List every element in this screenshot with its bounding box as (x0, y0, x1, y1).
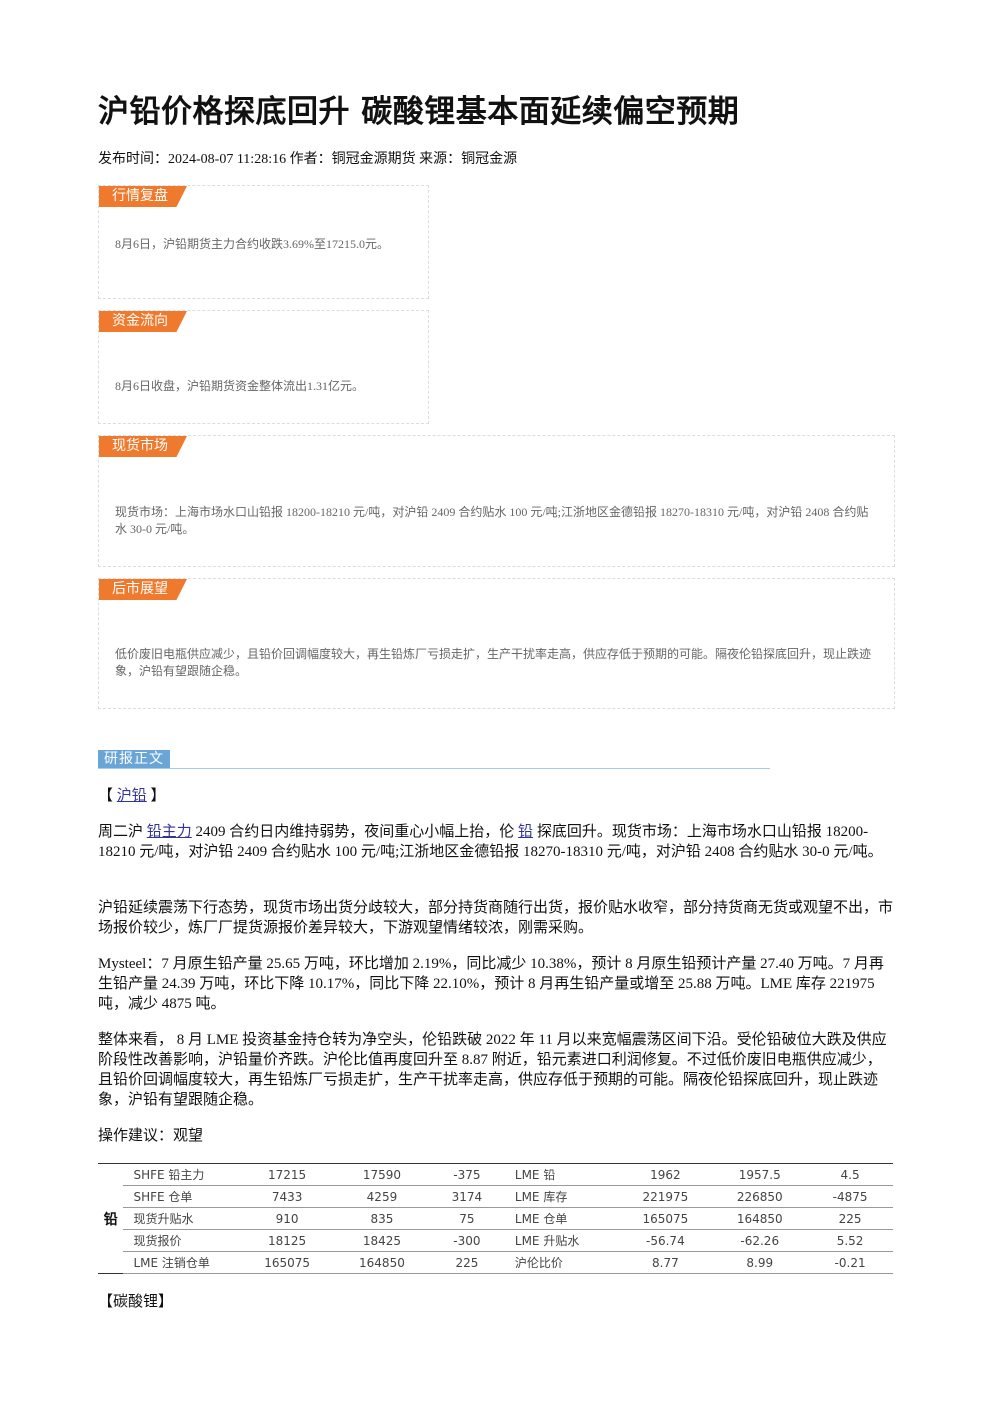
table-cell: 221975 (618, 1185, 713, 1208)
table-cell: 165075 (239, 1251, 335, 1274)
table-cell: 910 (239, 1207, 335, 1230)
table-cell: 3174 (428, 1185, 505, 1208)
table-cell: 8.99 (712, 1251, 808, 1274)
table-cell: 4259 (335, 1185, 429, 1208)
tag-line: 【碳酸锂】 (98, 1294, 174, 1310)
table-cell: 165075 (618, 1207, 713, 1230)
table-cell: 5.52 (807, 1229, 893, 1252)
table-cell: SHFE 仓单 (123, 1185, 240, 1208)
link[interactable]: 沪铅 (116, 788, 147, 804)
table-cell: 164850 (712, 1207, 808, 1230)
section-text: 8月6日收盘，沪铅期货资金整体流出1.31亿元。 (115, 379, 365, 393)
paragraph: 沪铅延续震荡下行态势，现货市场出货分歧较大，部分持货商随行出货，报价贴水收窄，部… (98, 900, 894, 936)
table-cell: -4875 (807, 1185, 893, 1208)
table-row: SHFE 仓单 7433 4259 3174 LME 库存 221975 226850 -48… (98, 1185, 893, 1208)
table-cell: SHFE 铅主力 (123, 1163, 240, 1186)
table-cell: LME 升贴水 (504, 1229, 619, 1252)
section-box: 现货市场 现货市场：上海市场水口山铅报 18200-18210 元/吨，对沪铅 … (98, 435, 895, 567)
table-cell: -375 (428, 1163, 505, 1186)
bracket: 】 (150, 788, 166, 804)
table-cell: 现货报价 (123, 1229, 240, 1252)
section-label: 行情复盘 (99, 186, 187, 207)
section-label: 现货市场 (99, 436, 187, 457)
table-row: LME 注销仓单 165075 164850 225 沪伦比价 8.77 8.99 -0.21 (98, 1251, 893, 1274)
table-cell: 现货升贴水 (123, 1207, 240, 1230)
report-label: 研报正文 (98, 750, 170, 769)
title: 沪铅价格探底回升 碳酸锂基本面延续偏空预期 (98, 94, 740, 130)
divider (98, 768, 770, 769)
table-row: 现货报价 18125 18425 -300 LME 升贴水 -56.74 -62.26 5.5… (98, 1229, 893, 1252)
table-cell: 4.5 (807, 1163, 893, 1186)
table-cell: 沪伦比价 (504, 1251, 619, 1274)
table-cell: 8.77 (618, 1251, 713, 1274)
paragraph: 整体来看， 8 月 LME 投资基金持仓转为净空头，伦铅跌破 2022 年 11… (98, 1032, 887, 1108)
section-box: 行情复盘 8月6日，沪铅期货主力合约收跌3.69%至17215.0元。 (98, 185, 429, 299)
data-table: 铅 SHFE 铅主力 17215 17590 -375 LME 铅 1962 1957.5 4.… (98, 1163, 893, 1274)
link[interactable]: 铅 (518, 824, 534, 840)
table-row: 铅 SHFE 铅主力 17215 17590 -375 LME 铅 1962 1957.5 4.… (98, 1163, 893, 1228)
table-cell: LME 仓单 (504, 1207, 619, 1230)
section-box: 资金流向 8月6日收盘，沪铅期货资金整体流出1.31亿元。 (98, 310, 429, 424)
table-cell: 1957.5 (712, 1163, 808, 1186)
section-text: 8月6日，沪铅期货主力合约收跌3.69%至17215.0元。 (115, 237, 389, 251)
table-cell: 835 (335, 1207, 429, 1230)
text: 周二沪 (98, 824, 144, 840)
meta: 发布时间：2024-08-07 11:28:16 作者：铜冠金源期货 来源：铜冠… (98, 152, 518, 167)
table-cell: LME 注销仓单 (123, 1251, 240, 1274)
paragraph: 操作建议：观望 (98, 1128, 204, 1144)
bracket: 【 (98, 788, 114, 804)
section-text: 低价废旧电瓶供应减少，且铅价回调幅度较大，再生铅炼厂亏损走扩，生产干扰率走高，供… (115, 647, 872, 678)
table-cell: 7433 (239, 1185, 335, 1208)
table-cell: -0.21 (807, 1251, 893, 1274)
table-cell: 17590 (335, 1163, 429, 1186)
table-cell: -56.74 (618, 1229, 713, 1252)
table-cell: LME 库存 (504, 1185, 619, 1208)
table-cell: LME 铅 (504, 1163, 619, 1186)
table-cell: 225 (428, 1251, 505, 1274)
table-cell: 18425 (335, 1229, 429, 1252)
table-cell: -300 (428, 1229, 505, 1252)
section-label: 资金流向 (99, 311, 187, 332)
table-row: 现货升贴水 910 835 75 LME 仓单 165075 164850 225 (98, 1207, 893, 1230)
table-cell: 226850 (712, 1185, 808, 1208)
text: 探底回升。现货市场：上海市场水口山铅报 18200-18210 元/吨，对沪铅 … (98, 824, 883, 860)
text: 2409 合约日内维持弱势，夜间重心小幅上抬，伦 (195, 824, 515, 840)
link[interactable]: 铅主力 (146, 824, 192, 840)
table-cell: 164850 (335, 1251, 429, 1274)
tag-line: 【 沪铅 】 (98, 786, 894, 806)
table-cell: 1962 (618, 1163, 713, 1186)
section-label: 后市展望 (99, 579, 187, 600)
table-cell: 18125 (239, 1229, 335, 1252)
side-label: 铅 (103, 1211, 118, 1228)
section-box: 后市展望 低价废旧电瓶供应减少，且铅价回调幅度较大，再生铅炼厂亏损走扩，生产干扰… (98, 578, 895, 709)
table-cell: 75 (428, 1207, 505, 1230)
table-cell: 17215 (239, 1163, 335, 1186)
section-text: 现货市场：上海市场水口山铅报 18200-18210 元/吨，对沪铅 2409 … (115, 505, 869, 536)
paragraph: Mysteel：7 月原生铅产量 25.65 万吨，环比增加 2.19%，同比减… (98, 956, 884, 1012)
paragraph: 周二沪 铅主力 2409 合约日内维持弱势，夜间重心小幅上抬，伦 铅 探底回升。… (98, 822, 894, 862)
table-cell: -62.26 (712, 1229, 808, 1252)
table-cell: 225 (807, 1207, 893, 1230)
